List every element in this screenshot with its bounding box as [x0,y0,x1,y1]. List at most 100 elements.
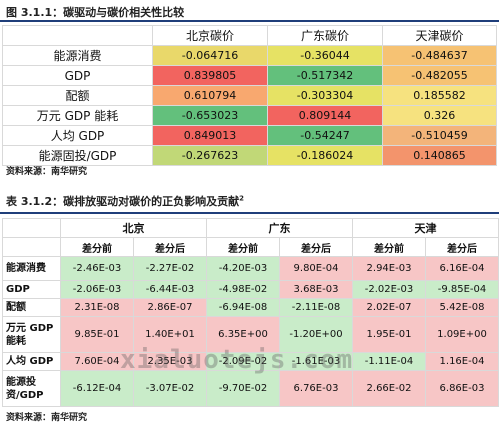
data-cell: -2.27E-02 [133,256,207,281]
data-cell: -0.303304 [267,85,383,106]
data-cell: -0.36044 [267,45,383,66]
subcolumn-header: 差分后 [425,237,499,257]
data-cell: 0.809144 [267,105,383,126]
data-cell: 7.60E-04 [60,352,134,371]
data-cell: -0.54247 [267,125,383,146]
data-cell: -6.94E-08 [206,298,280,317]
region-header: 北京 [60,218,207,238]
column-header: 北京碳价 [152,25,268,46]
column-header [2,25,153,46]
data-cell: 0.185582 [382,85,497,106]
table-row: 人均 GDP 7.60E-04 2.35E-03 -2.09E-02 -1.61E-03… [2,352,499,371]
data-cell: -9.70E-02 [206,370,280,407]
data-cell: -0.517342 [267,65,383,86]
row-header: 万元 GDP 能耗 [2,105,153,126]
region-header: 广东 [206,218,353,238]
data-cell: 6.16E-04 [425,256,499,281]
subcolumn-header: 差分前 [352,237,426,257]
table-row: 能源消费 -2.46E-03 -2.27E-02 -4.20E-03 9.80E-04 2… [2,256,499,281]
data-cell: -1.61E-03 [279,352,353,371]
data-cell: 2.66E-02 [352,370,426,407]
data-cell: -2.06E-03 [60,280,134,299]
data-cell: -0.510459 [382,125,497,146]
data-cell: 0.610794 [152,85,268,106]
row-header: GDP [2,65,153,86]
table-row: 人均 GDP 0.849013 -0.54247 -0.510459 [2,125,497,146]
source-note: 资料来源：南华研究 [6,413,88,423]
data-cell: 3.68E-03 [279,280,353,299]
watermark: xialuotejs.com [120,345,354,375]
corner-cell [2,237,61,257]
row-header: 能源消费 [2,45,153,66]
caption-rule [0,212,499,214]
column-header: 天津碳价 [382,25,497,46]
data-cell: 1.16E-04 [425,352,499,371]
table-caption: 表 3.1.2：碳排放驱动对碳价的正负影响及贡献2 [6,193,244,209]
row-header: 万元 GDP 能耗 [2,316,61,353]
data-cell: 9.85E-01 [60,316,134,353]
table-row: GDP 0.839805 -0.517342 -0.482055 [2,65,497,86]
data-cell: -0.064716 [152,45,268,66]
data-cell: -2.09E-02 [206,352,280,371]
table-row: GDP -2.06E-03 -6.44E-03 -4.98E-02 3.68E-03 -2… [2,280,499,299]
data-cell: -1.20E+00 [279,316,353,353]
row-header: 能源消费 [2,256,61,281]
row-header: 能源固投/GDP [2,145,153,166]
data-cell: 1.95E-01 [352,316,426,353]
subcolumn-header: 差分前 [60,237,134,257]
table-row: 能源投资/GDP -6.12E-04 -3.07E-02 -9.70E-02 6.76E… [2,370,499,407]
impact-table: 北京 广东 天津 差分前 差分后 差分前 差分后 差分前 差分后 能源消费 -2.46E-03-… [2,218,499,407]
correlation-table: 北京碳价 广东碳价 天津碳价 能源消费 -0.064716 -0.36044 -0.484… [2,25,497,166]
data-cell: -4.20E-03 [206,256,280,281]
data-cell: 2.35E-03 [133,352,207,371]
region-header: 天津 [352,218,499,238]
row-header: 人均 GDP [2,125,153,146]
data-cell: 2.86E-07 [133,298,207,317]
data-cell: 6.35E+00 [206,316,280,353]
data-cell: -1.11E-04 [352,352,426,371]
table-caption-footnote: 2 [239,194,245,203]
data-cell: -2.02E-03 [352,280,426,299]
column-header: 广东碳价 [267,25,383,46]
data-cell: -0.186024 [267,145,383,166]
data-cell: -6.44E-03 [133,280,207,299]
data-cell: 1.09E+00 [425,316,499,353]
source-note: 资料来源：南华研究 [6,167,88,177]
data-cell: 2.31E-08 [60,298,134,317]
table-row: 配额 0.610794 -0.303304 0.185582 [2,85,497,106]
data-cell: -0.482055 [382,65,497,86]
subcolumn-header: 差分前 [206,237,280,257]
table-row: 能源消费 -0.064716 -0.36044 -0.484637 [2,45,497,66]
table-row: 万元 GDP 能耗 9.85E-01 1.40E+01 6.35E+00 -1.20E+… [2,316,499,353]
row-header: 配额 [2,85,153,106]
data-cell: 9.80E-04 [279,256,353,281]
table-row: 万元 GDP 能耗 -0.653023 0.809144 0.326 [2,105,497,126]
table-caption-text: 表 3.1.2：碳排放驱动对碳价的正负影响及贡献 [6,195,240,208]
data-cell: 5.42E-08 [425,298,499,317]
data-cell: 2.94E-03 [352,256,426,281]
data-cell: 0.849013 [152,125,268,146]
data-cell: -3.07E-02 [133,370,207,407]
data-cell: -6.12E-04 [60,370,134,407]
data-cell: 0.326 [382,105,497,126]
data-cell: 0.839805 [152,65,268,86]
data-cell: -0.484637 [382,45,497,66]
data-cell: 1.40E+01 [133,316,207,353]
data-cell: 6.76E-03 [279,370,353,407]
data-cell: -0.653023 [152,105,268,126]
data-cell: -9.85E-04 [425,280,499,299]
caption-rule [0,20,499,22]
corner-cell [2,218,61,238]
row-header: GDP [2,280,61,299]
data-cell: 6.86E-03 [425,370,499,407]
row-header: 能源投资/GDP [2,370,61,407]
figure-caption: 图 3.1.1：碳驱动与碳价相关性比较 [6,6,185,19]
data-cell: -2.11E-08 [279,298,353,317]
data-cell: -4.98E-02 [206,280,280,299]
data-cell: 0.140865 [382,145,497,166]
table-row: 能源固投/GDP -0.267623 -0.186024 0.140865 [2,145,497,166]
data-cell: 2.02E-07 [352,298,426,317]
row-header: 配额 [2,298,61,317]
table-row: 配额 2.31E-08 2.86E-07 -6.94E-08 -2.11E-08 2.02… [2,298,499,317]
data-cell: -2.46E-03 [60,256,134,281]
